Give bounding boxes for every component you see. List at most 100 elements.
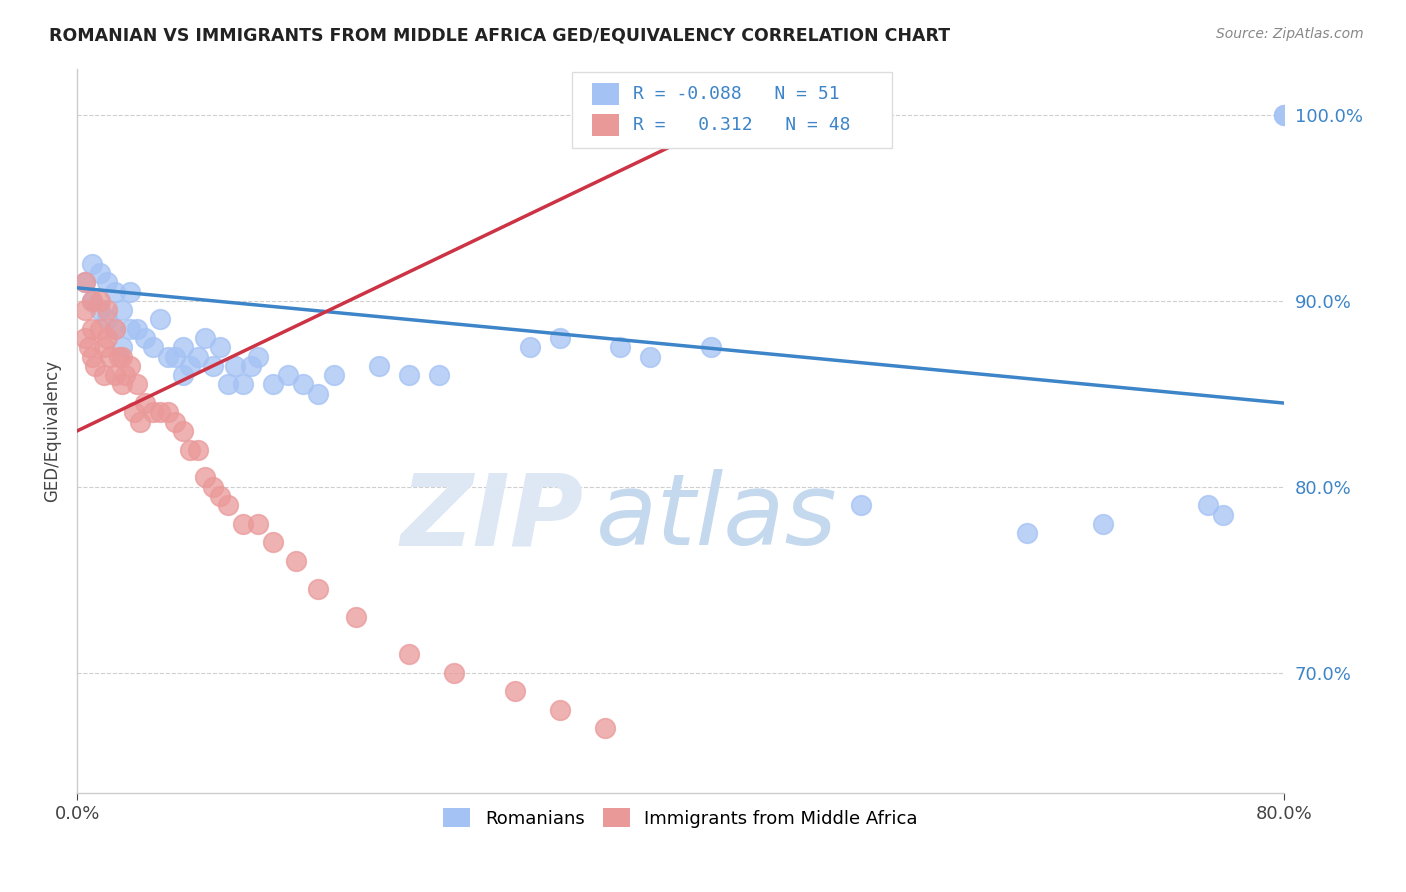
Point xyxy=(232,516,254,531)
Point xyxy=(73,275,96,289)
Point xyxy=(277,368,299,383)
Point xyxy=(141,405,163,419)
Point xyxy=(292,377,315,392)
Point xyxy=(1197,498,1219,512)
Point xyxy=(217,498,239,512)
Point xyxy=(104,322,127,336)
Point xyxy=(367,359,389,373)
Point xyxy=(322,368,344,383)
Point xyxy=(172,340,194,354)
Point xyxy=(1212,508,1234,522)
Point xyxy=(114,368,136,383)
Point xyxy=(194,331,217,345)
Point xyxy=(104,322,127,336)
Point xyxy=(89,303,111,318)
Point xyxy=(93,340,115,354)
Point xyxy=(82,293,104,308)
Point xyxy=(344,609,367,624)
Point xyxy=(96,312,118,326)
Point xyxy=(149,405,172,419)
Point xyxy=(284,554,307,568)
Point xyxy=(73,303,96,318)
Text: Source: ZipAtlas.com: Source: ZipAtlas.com xyxy=(1216,27,1364,41)
Point xyxy=(149,312,172,326)
FancyBboxPatch shape xyxy=(572,72,891,148)
Point xyxy=(156,405,179,419)
Point xyxy=(156,350,179,364)
Point xyxy=(609,340,631,354)
Text: R = -0.088   N = 51: R = -0.088 N = 51 xyxy=(633,85,839,103)
Point xyxy=(141,340,163,354)
Point xyxy=(108,350,131,364)
Point xyxy=(187,350,209,364)
Point xyxy=(89,293,111,308)
Text: atlas: atlas xyxy=(596,469,838,566)
Point xyxy=(262,535,284,549)
Point xyxy=(73,331,96,345)
Point xyxy=(1091,516,1114,531)
Point xyxy=(104,368,127,383)
Point xyxy=(398,368,420,383)
Point xyxy=(111,350,134,364)
FancyBboxPatch shape xyxy=(592,114,619,136)
Point xyxy=(172,368,194,383)
Point xyxy=(127,322,149,336)
Point xyxy=(699,340,721,354)
Point xyxy=(519,340,541,354)
Point xyxy=(111,303,134,318)
Point xyxy=(111,340,134,354)
Point xyxy=(548,703,571,717)
Point xyxy=(307,582,329,596)
Point xyxy=(187,442,209,457)
Point xyxy=(593,721,616,735)
Point xyxy=(239,359,262,373)
Point xyxy=(118,285,141,299)
Point xyxy=(224,359,246,373)
Point xyxy=(548,331,571,345)
Point xyxy=(232,377,254,392)
Point xyxy=(201,359,224,373)
Point xyxy=(82,350,104,364)
Point xyxy=(307,386,329,401)
Point xyxy=(118,359,141,373)
Point xyxy=(1272,108,1295,122)
Point xyxy=(96,303,118,318)
Point xyxy=(77,340,100,354)
Point xyxy=(134,396,156,410)
Point xyxy=(82,257,104,271)
Text: ZIP: ZIP xyxy=(401,469,583,566)
Point xyxy=(118,322,141,336)
Point xyxy=(443,665,465,680)
Legend: Romanians, Immigrants from Middle Africa: Romanians, Immigrants from Middle Africa xyxy=(436,801,925,835)
Point xyxy=(427,368,450,383)
Point xyxy=(638,350,661,364)
Point xyxy=(104,285,127,299)
Point xyxy=(247,350,270,364)
Point xyxy=(111,377,134,392)
Text: ROMANIAN VS IMMIGRANTS FROM MIDDLE AFRICA GED/EQUIVALENCY CORRELATION CHART: ROMANIAN VS IMMIGRANTS FROM MIDDLE AFRIC… xyxy=(49,27,950,45)
Text: R =   0.312   N = 48: R = 0.312 N = 48 xyxy=(633,116,851,134)
Point xyxy=(96,275,118,289)
Point xyxy=(247,516,270,531)
Point xyxy=(172,424,194,438)
Point xyxy=(217,377,239,392)
Point xyxy=(201,480,224,494)
Point xyxy=(165,415,187,429)
Point xyxy=(98,350,121,364)
Point xyxy=(93,368,115,383)
Point xyxy=(134,331,156,345)
Point xyxy=(127,377,149,392)
Point xyxy=(209,489,232,503)
Point xyxy=(82,322,104,336)
FancyBboxPatch shape xyxy=(592,83,619,104)
Point xyxy=(165,350,187,364)
Point xyxy=(503,684,526,698)
Point xyxy=(129,415,152,429)
Point xyxy=(1272,108,1295,122)
Point xyxy=(194,470,217,484)
Point xyxy=(73,275,96,289)
Point xyxy=(262,377,284,392)
Point xyxy=(209,340,232,354)
Point xyxy=(179,442,201,457)
Point xyxy=(398,647,420,661)
